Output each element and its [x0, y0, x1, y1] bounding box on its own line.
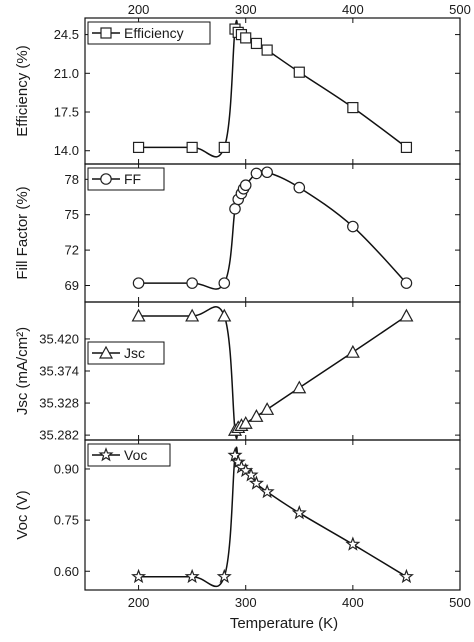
y-tick-label: 78: [65, 172, 79, 187]
data-point: [227, 447, 243, 462]
x-axis: 200 200 300 300 400 400 500 500: [128, 2, 471, 610]
data-point: [185, 308, 200, 322]
legend-label: FF: [124, 171, 141, 187]
data-point: [238, 416, 253, 429]
data-point: [218, 277, 231, 289]
data-point: [292, 380, 307, 394]
legend-voc: Voc: [87, 443, 171, 467]
y-tick-label: 24.5: [54, 27, 79, 42]
x-tick-label-top: 300: [235, 2, 257, 17]
data-point: [260, 402, 275, 415]
legend-box: [87, 443, 171, 467]
legend-marker: [98, 447, 114, 462]
data-point: [293, 181, 306, 194]
y-tick-label: 35.328: [39, 396, 79, 411]
legend-efficiency: Efficiency: [87, 21, 211, 45]
panel-frame: [84, 439, 461, 591]
data-point: [132, 141, 145, 154]
data-point: [250, 167, 263, 180]
y-tick-label: 0.75: [54, 513, 79, 528]
y-tick-label: 35.374: [39, 364, 79, 379]
data-point: [399, 308, 414, 322]
panel-voc: 0.60 0.75 0.90 Voc (V) Voc: [14, 439, 461, 591]
data-point: [250, 37, 263, 50]
legend-marker: [98, 345, 114, 359]
legend-box: [87, 21, 211, 45]
y-tick-label: 0.60: [54, 564, 79, 579]
y-tick-label: 14.0: [54, 143, 79, 158]
y-tick-label: 35.282: [39, 428, 79, 443]
y-axis-label: Efficiency (%): [14, 45, 31, 136]
y-axis-label: Fill Factor (%): [14, 186, 31, 279]
data-point: [239, 179, 252, 192]
data-point: [347, 101, 359, 114]
data-point: [345, 536, 361, 551]
data-point: [131, 568, 147, 584]
data-point: [248, 475, 264, 490]
series-line-fill-factor: [138, 170, 407, 290]
x-tick-label-top: 200: [128, 2, 150, 17]
y-tick-label: 69: [65, 278, 79, 293]
data-point: [132, 277, 145, 289]
data-point: [243, 467, 259, 482]
x-tick-label: 400: [342, 595, 364, 610]
legend-label: Efficiency: [124, 25, 184, 41]
data-point: [347, 220, 359, 233]
data-point: [261, 166, 273, 179]
data-point: [398, 568, 414, 584]
data-point: [291, 505, 307, 520]
panel-jsc: 35.282 35.328 35.374 35.420 Jsc (mA/cm²) Jsc: [14, 301, 461, 443]
panels: 14.0 17.5 21.0 24.5 Efficiency (%) Efficiency…: [14, 17, 461, 591]
data-point: [184, 568, 200, 584]
data-point: [259, 483, 275, 499]
legend-fill-factor: FF: [87, 167, 165, 191]
x-tick-label-top: 400: [342, 2, 364, 17]
legend-label: Jsc: [124, 345, 145, 361]
data-point: [345, 344, 360, 358]
data-point: [186, 277, 198, 289]
panel-frame: [84, 301, 461, 441]
y-tick-label: 75: [65, 207, 79, 222]
y-tick-label: 0.90: [54, 461, 79, 476]
y-tick-label: 35.420: [39, 331, 79, 346]
x-axis-label: Temperature (K): [230, 615, 338, 632]
data-point: [218, 141, 230, 154]
legend-label: Voc: [124, 447, 147, 463]
panel-efficiency: 14.0 17.5 21.0 24.5 Efficiency (%) Efficiency: [14, 17, 461, 165]
legend-marker: [100, 27, 112, 39]
data-point: [131, 308, 146, 322]
data-point: [229, 203, 241, 215]
y-axis-label: Voc (V): [14, 490, 31, 539]
x-tick-label: 300: [235, 595, 257, 610]
y-tick-label: 17.5: [54, 105, 79, 120]
data-point: [249, 409, 264, 422]
data-point: [293, 66, 305, 78]
legend-jsc: Jsc: [87, 341, 165, 365]
data-point: [400, 277, 413, 289]
data-point: [217, 308, 232, 322]
series-line-voc: [138, 446, 407, 588]
x-tick-label: 200: [128, 595, 150, 610]
data-point: [261, 44, 273, 56]
data-point: [216, 568, 232, 584]
x-tick-label-top: 500: [449, 2, 471, 17]
panel-fill-factor: 69 72 75 78 Fill Factor (%) FF: [14, 163, 461, 303]
data-point: [240, 32, 252, 44]
data-point: [400, 141, 413, 154]
y-tick-label: 72: [65, 243, 79, 258]
series-line-jsc: [138, 306, 407, 440]
y-axis-label: Jsc (mA/cm²): [14, 327, 31, 415]
data-point: [186, 141, 198, 154]
x-tick-label: 500: [449, 595, 471, 610]
legend-marker: [100, 173, 112, 185]
y-tick-label: 21.0: [54, 66, 79, 81]
